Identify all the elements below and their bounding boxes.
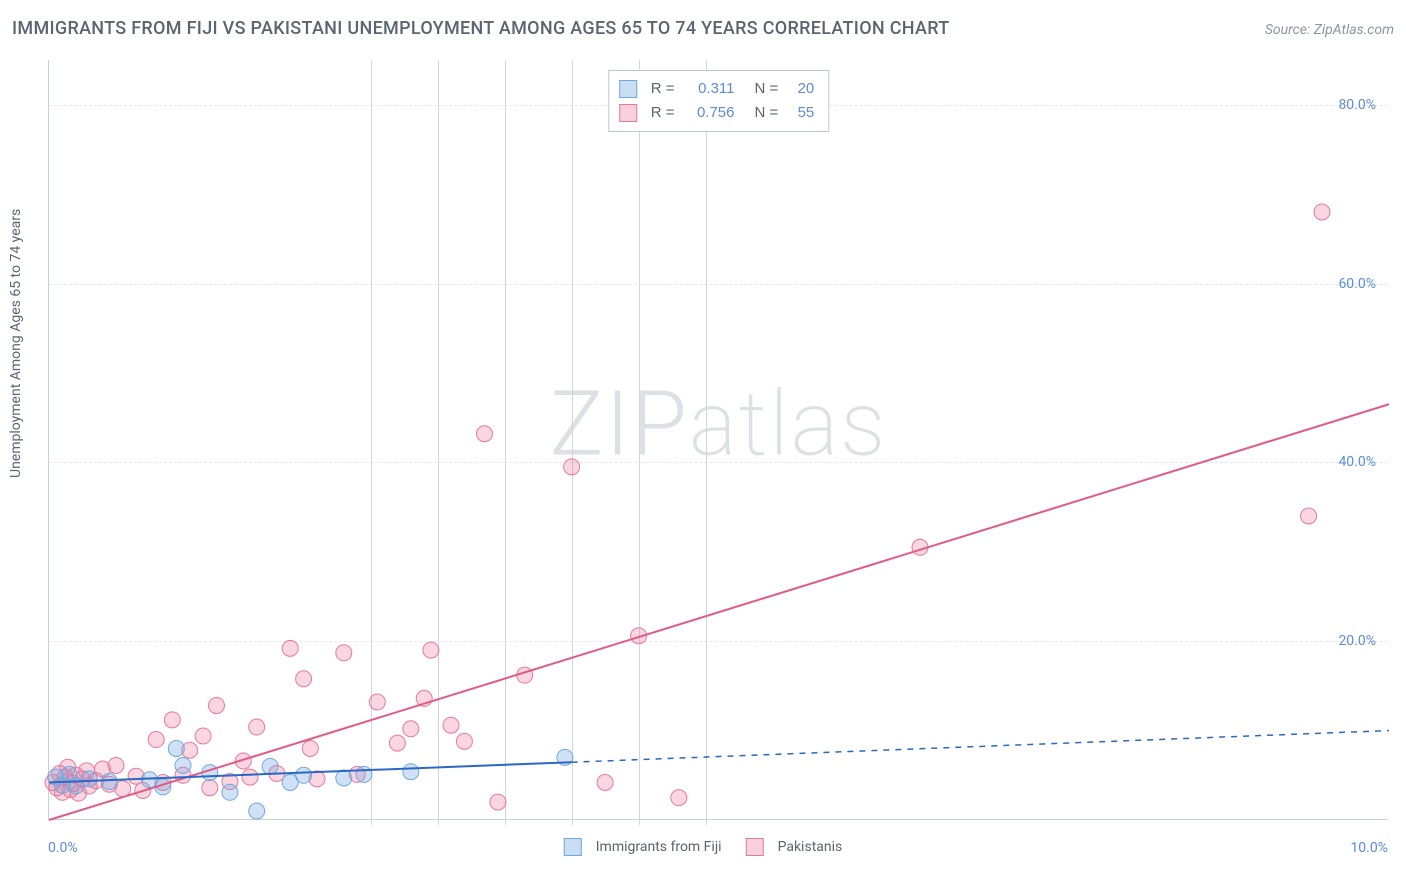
x-tick-max: 10.0% [1350, 840, 1388, 856]
scatter-svg [49, 60, 1388, 819]
legend-label-fiji: Immigrants from Fiji [596, 839, 722, 855]
n-label: N = [755, 101, 779, 125]
swatch-pakistanis-icon [746, 838, 764, 856]
legend-row-fiji: R = 0.311 N = 20 [619, 77, 815, 101]
legend-item-pakistanis: Pakistanis [746, 838, 843, 856]
legend-row-pakistanis: R = 0.756 N = 55 [619, 101, 815, 125]
r-value-fiji: 0.311 [683, 77, 735, 101]
plot-region: ZIPatlas 20.0%40.0%60.0%80.0% R = 0.311 … [48, 60, 1388, 820]
series-legend: Immigrants from Fiji Pakistanis [564, 838, 843, 856]
swatch-pakistanis [619, 104, 637, 122]
n-value-pakistanis: 55 [786, 101, 814, 125]
swatch-fiji-icon [564, 838, 582, 856]
n-label: N = [755, 77, 779, 101]
chart-title: IMMIGRANTS FROM FIJI VS PAKISTANI UNEMPL… [12, 18, 950, 39]
chart-header: IMMIGRANTS FROM FIJI VS PAKISTANI UNEMPL… [12, 18, 1394, 39]
chart-area: Unemployment Among Ages 65 to 74 years Z… [0, 48, 1406, 892]
r-value-pakistanis: 0.756 [683, 101, 735, 125]
legend-item-fiji: Immigrants from Fiji [564, 838, 722, 856]
correlation-legend: R = 0.311 N = 20 R = 0.756 N = 55 [608, 70, 830, 132]
x-tick-min: 0.0% [48, 840, 78, 856]
n-value-fiji: 20 [786, 77, 814, 101]
y-axis-label: Unemployment Among Ages 65 to 74 years [8, 209, 24, 478]
r-label: R = [651, 77, 675, 101]
legend-label-pakistanis: Pakistanis [778, 839, 843, 855]
source-label: Source: ZipAtlas.com [1265, 22, 1394, 38]
swatch-fiji [619, 80, 637, 98]
r-label: R = [651, 101, 675, 125]
